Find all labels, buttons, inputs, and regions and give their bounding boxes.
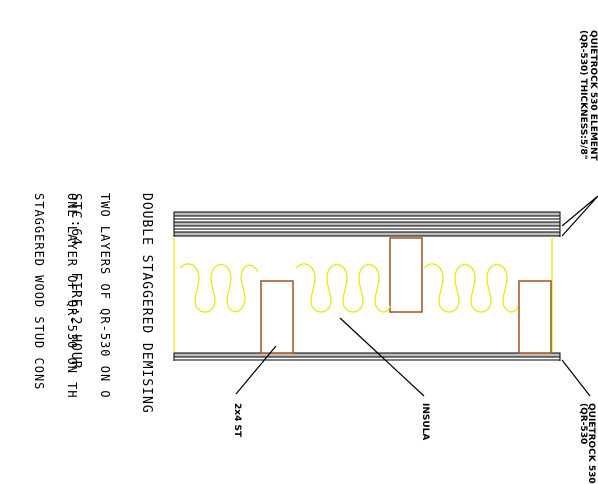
bottom-board-layer: [173, 352, 561, 361]
description-line-1: TWO LAYERS OF QR-530 ON O: [98, 193, 112, 399]
callout-top-line-1: QUIETROCK 530 ELEMENT: [588, 30, 598, 161]
leader-bottom-board: [561, 359, 591, 397]
stud-right: [518, 280, 552, 354]
insulation-batts: [179, 263, 519, 313]
leader-lines: [235, 195, 598, 397]
stud-left: [260, 280, 294, 354]
stud-center: [389, 237, 423, 313]
top-board-layers: [173, 211, 561, 237]
studs: [260, 237, 552, 354]
leader-stud: [235, 345, 277, 395]
cavity-outline: [173, 238, 553, 352]
leader-top-boards: [561, 195, 598, 227]
callout-top-line-2: (QR-530) THICKNESS:5/8": [578, 30, 588, 160]
callout-insulation: INSULA: [420, 403, 430, 441]
callout-bottom-line-2: (QR-530: [578, 403, 588, 445]
insulation-left: [179, 263, 259, 313]
callout-stud: 2x4 ST: [232, 403, 242, 438]
insulation-right: [423, 263, 519, 313]
description-line-3: STAGGERED WOOD STUD CONS: [32, 193, 46, 391]
insulation-middle: [295, 263, 391, 313]
assembly-ratings: STC:64 FIRE:2 HOUR: [68, 193, 83, 370]
assembly-title: DOUBLE STAGGERED DEMISING: [139, 193, 154, 414]
leader-insulation: [339, 317, 425, 397]
wall-assembly-diagram: [173, 195, 598, 397]
